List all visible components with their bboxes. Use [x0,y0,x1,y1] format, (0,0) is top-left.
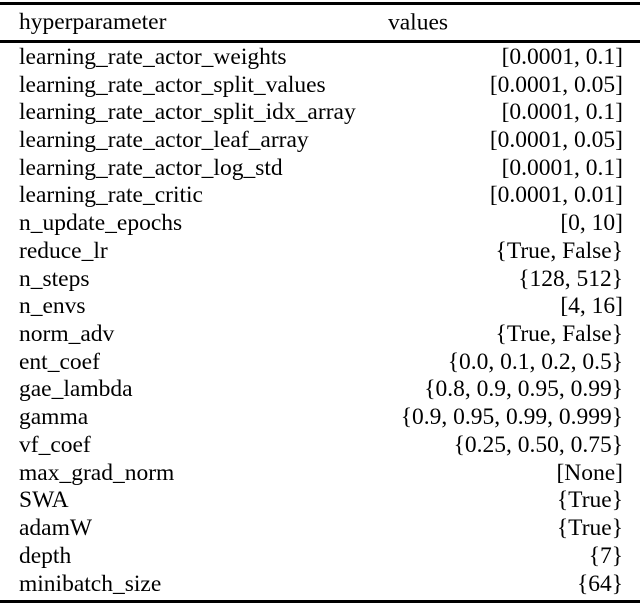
table-bottom-rule [0,599,640,603]
param-cell: reduce_lr [19,237,108,264]
param-cell: n_steps [19,265,90,292]
param-cell: ent_coef [19,348,100,375]
param-cell: n_envs [19,293,86,320]
table-row: max_grad_norm [None] [0,459,640,487]
table-row: learning_rate_actor_split_idx_array [0.0… [0,99,640,127]
table-row: norm_adv {True, False} [0,321,640,349]
value-cell: [0, 10] [560,210,623,237]
table-row: learning_rate_actor_log_std [0.0001, 0.1… [0,154,640,182]
param-cell: max_grad_norm [19,459,175,486]
table-row: vf_coef {0.25, 0.50, 0.75} [0,432,640,460]
table-row: gamma {0.9, 0.95, 0.99, 0.999} [0,404,640,432]
value-cell: [0.0001, 0.05] [489,127,623,154]
value-cell: [0.0001, 0.1] [501,99,623,126]
param-cell: depth [19,542,72,569]
table-row: learning_rate_actor_leaf_array [0.0001, … [0,127,640,155]
param-cell: learning_rate_actor_log_std [19,154,283,181]
table-row: learning_rate_actor_weights [0.0001, 0.1… [0,44,640,72]
table-row: ent_coef {0.0, 0.1, 0.2, 0.5} [0,348,640,376]
value-cell: {64} [576,570,623,597]
value-cell: {0.0, 0.1, 0.2, 0.5} [447,348,623,375]
param-cell: norm_adv [19,321,115,348]
table-row: learning_rate_actor_split_values [0.0001… [0,71,640,99]
value-cell: {0.25, 0.50, 0.75} [453,431,623,458]
table-row: depth {7} [0,542,640,570]
value-cell: {True} [556,487,623,514]
param-cell: minibatch_size [19,570,162,597]
value-cell: {7} [588,542,623,569]
value-cell: {0.9, 0.95, 0.99, 0.999} [400,404,623,431]
value-cell: [0.0001, 0.01] [489,182,623,209]
param-cell: n_update_epochs [19,210,183,237]
param-cell: gae_lambda [19,376,133,403]
column-header-hyperparameter: hyperparameter [19,9,167,35]
param-cell: learning_rate_actor_split_values [19,71,326,98]
table-top-rule [0,2,640,5]
value-cell: {128, 512} [518,265,623,292]
value-cell: [None] [556,459,623,486]
table-body: learning_rate_actor_weights [0.0001, 0.1… [0,43,640,598]
table-row: n_steps {128, 512} [0,265,640,293]
table-row: reduce_lr {True, False} [0,238,640,266]
table-mid-rule [0,40,640,43]
param-cell: learning_rate_critic [19,182,203,209]
table-row: SWA {True} [0,487,640,515]
table-row: n_update_epochs [0, 10] [0,210,640,238]
value-cell: {0.8, 0.9, 0.95, 0.99} [424,376,623,403]
value-cell: {True, False} [495,321,623,348]
param-cell: SWA [19,487,69,514]
param-cell: gamma [19,404,89,431]
param-cell: learning_rate_actor_weights [19,43,287,70]
value-cell: [0.0001, 0.1] [501,43,623,70]
table-row: minibatch_size {64} [0,570,640,598]
value-cell: {True} [556,515,623,542]
table-row: adamW {True} [0,515,640,543]
param-cell: learning_rate_actor_split_idx_array [19,99,356,126]
table-row: learning_rate_critic [0.0001, 0.01] [0,182,640,210]
table-row: gae_lambda {0.8, 0.9, 0.95, 0.99} [0,376,640,404]
param-cell: vf_coef [19,431,91,458]
table-row: n_envs [4, 16] [0,293,640,321]
param-cell: adamW [19,515,93,542]
value-cell: [4, 16] [560,293,623,320]
column-header-values: values [388,9,449,35]
value-cell: [0.0001, 0.05] [489,71,623,98]
table-header-row: hyperparameter values [0,5,640,40]
value-cell: {True, False} [495,237,623,264]
param-cell: learning_rate_actor_leaf_array [19,127,309,154]
value-cell: [0.0001, 0.1] [501,154,623,181]
